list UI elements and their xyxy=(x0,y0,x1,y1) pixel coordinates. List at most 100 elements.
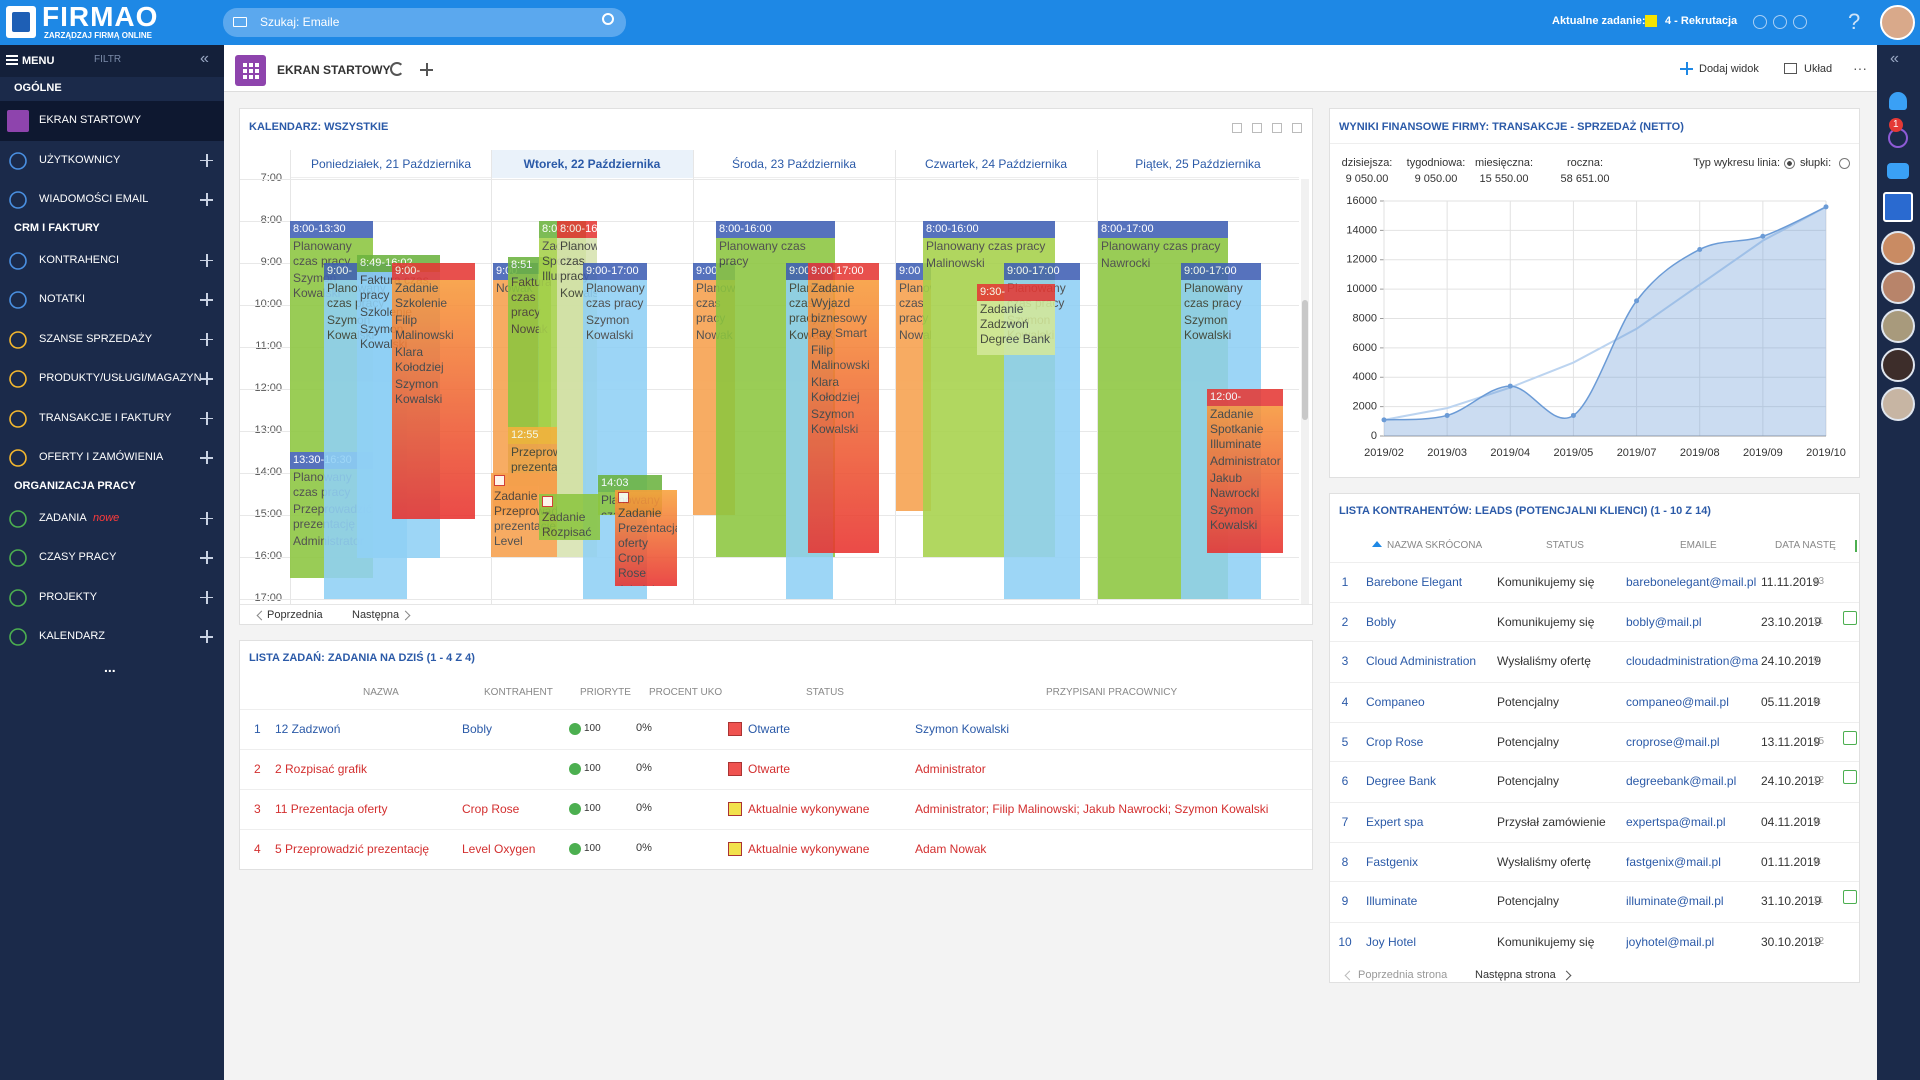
filter[interactable]: FILTR xyxy=(94,54,122,65)
plus-icon[interactable] xyxy=(206,451,208,464)
menu-label[interactable]: EKRAN STARTOWY xyxy=(39,114,142,126)
lead-name[interactable]: Crop Rose xyxy=(1366,735,1424,749)
menu-label[interactable]: CZASY PRACY xyxy=(39,551,117,563)
contact-avatar[interactable] xyxy=(1881,348,1915,382)
lead-email[interactable]: expertspa@mail.pl xyxy=(1626,815,1726,829)
day-label[interactable]: Poniedziałek, 21 Października xyxy=(310,157,472,171)
lead-email[interactable]: fastgenix@mail.pl xyxy=(1626,855,1721,869)
menu-label[interactable]: MENU xyxy=(22,55,55,67)
plus-icon[interactable] xyxy=(206,332,208,346)
calendar-event[interactable]: Zadanie Rozpisać grafik xyxy=(539,494,600,541)
column-header[interactable]: NAZWA SKRÓCONA xyxy=(1387,540,1483,551)
calendar-event[interactable]: 9:00- Zadanie Szkolenie Filip Malinowski Kl… xyxy=(392,263,475,520)
menu-label[interactable]: TRANSAKCJE I FAKTURY xyxy=(39,411,172,424)
task-workers[interactable]: Administrator xyxy=(915,762,986,776)
lead-name[interactable]: Barebone Elegant xyxy=(1366,575,1463,589)
task-name[interactable]: 12 Zadzwoń xyxy=(275,722,341,736)
plus-icon[interactable] xyxy=(206,411,208,425)
menu-label[interactable]: SZANSE SPRZEDAŻY xyxy=(39,332,153,345)
help[interactable]: ? xyxy=(1848,9,1861,34)
task-name[interactable]: 2 Rozpisać grafik xyxy=(275,762,368,776)
plus-icon[interactable] xyxy=(206,153,208,167)
contact-avatar[interactable] xyxy=(1881,231,1915,265)
menu-label[interactable]: OFERTY I ZAMÓWIENIA xyxy=(39,451,164,463)
chat-icon[interactable] xyxy=(1887,163,1909,179)
lead-name[interactable]: Joy Hotel xyxy=(1366,935,1417,949)
lead-name[interactable]: Fastgenix xyxy=(1366,855,1419,869)
window-control[interactable] xyxy=(1292,123,1302,133)
plus-icon[interactable] xyxy=(206,630,208,643)
lead-email[interactable]: bobly@mail.pl xyxy=(1626,615,1702,629)
lead-email[interactable]: degreebank@mail.pl xyxy=(1626,774,1737,788)
sort-arrow[interactable] xyxy=(1372,541,1382,547)
prev[interactable]: Poprzednia strona xyxy=(1358,969,1448,981)
calendar-event[interactable]: 9:00-17:00 Zadanie Wyjazd biznesowy Pay S… xyxy=(808,263,879,553)
calendar-event[interactable]: Zadanie Prezentacja oferty Crop Rose Admi… xyxy=(615,489,677,587)
plus-icon[interactable] xyxy=(206,253,208,267)
lead-email[interactable]: illuminate@mail.pl xyxy=(1626,894,1724,908)
more-menu[interactable]: ··· xyxy=(1853,60,1867,76)
menu-label[interactable]: PROJEKTY xyxy=(39,590,98,603)
app-icon[interactable] xyxy=(1883,192,1913,222)
search-input[interactable]: Szukaj: Emaile xyxy=(260,15,340,29)
lead-email[interactable]: croprose@mail.pl xyxy=(1626,735,1720,749)
lead-email[interactable]: joyhotel@mail.pl xyxy=(1626,935,1715,949)
contact-avatar[interactable] xyxy=(1881,309,1915,343)
lead-email[interactable]: cloudadministration@ma xyxy=(1626,654,1758,668)
lead-name[interactable]: Illuminate xyxy=(1366,894,1418,908)
task-workers[interactable]: Adam Nowak xyxy=(915,842,987,856)
column-header[interactable]: STATUS xyxy=(1546,540,1584,551)
plus-icon[interactable] xyxy=(206,551,208,564)
next[interactable]: Następna strona xyxy=(1475,969,1556,981)
calendar-event[interactable]: 12:00- Zadanie Spotkanie Illuminate Admini… xyxy=(1207,389,1283,553)
column-header[interactable]: STATUS xyxy=(806,687,844,698)
scroll-thumb[interactable] xyxy=(1302,300,1308,420)
radio-line[interactable] xyxy=(1784,158,1795,169)
menu-label[interactable]: KALENDARZ xyxy=(39,630,106,642)
prev[interactable]: Poprzednia xyxy=(267,609,323,621)
layout-icon[interactable] xyxy=(1784,63,1797,74)
menu-label[interactable]: PRODUKTY/USŁUGI/MAGAZYN xyxy=(39,372,202,384)
calendar-event[interactable]: 9:30- Zadanie Zadzwoń Degree Bank xyxy=(977,284,1055,356)
lead-name[interactable]: Degree Bank xyxy=(1366,774,1437,788)
task-name[interactable]: 5 Przeprowadzić prezentację xyxy=(275,842,430,856)
column-header[interactable]: NAZWA xyxy=(363,687,399,698)
window-control[interactable] xyxy=(1232,123,1242,133)
menu-item[interactable] xyxy=(0,280,224,320)
task-name[interactable]: 11 Prezentacja oferty xyxy=(275,802,388,816)
lead-name[interactable]: Bobly xyxy=(1366,615,1397,629)
menu-item[interactable] xyxy=(0,578,224,618)
check-icon[interactable] xyxy=(1843,890,1857,904)
more[interactable]: ... xyxy=(104,658,116,675)
collapse[interactable]: « xyxy=(200,50,209,67)
search-icon[interactable] xyxy=(602,13,614,25)
lead-name[interactable]: Expert spa xyxy=(1366,815,1424,829)
lead-email[interactable]: barebonelegant@mail.pl xyxy=(1626,575,1757,589)
window-control[interactable] xyxy=(1252,123,1262,133)
notif-icon[interactable] xyxy=(1889,92,1907,110)
window-control[interactable] xyxy=(1272,123,1282,133)
day-label[interactable]: Wtorek, 22 Października xyxy=(523,157,661,171)
task-workers[interactable]: Administrator; Filip Malinowski; Jakub N… xyxy=(915,802,1269,816)
menu-item[interactable] xyxy=(0,101,224,141)
plus-icon[interactable] xyxy=(426,63,428,76)
lead-name[interactable]: Companeo xyxy=(1366,695,1425,709)
plus-icon[interactable] xyxy=(1686,62,1688,75)
contact-avatar[interactable] xyxy=(1881,387,1915,421)
menu-label[interactable]: KONTRAHENCI xyxy=(39,253,120,266)
contact-avatar[interactable] xyxy=(1881,270,1915,304)
column-header[interactable]: KONTRAHENT xyxy=(484,687,553,698)
menu-label[interactable]: WIADOMOŚCI EMAIL xyxy=(39,193,149,205)
task-contractor[interactable]: Level Oxygen xyxy=(462,842,536,856)
task-control[interactable] xyxy=(1793,15,1807,29)
check-icon[interactable] xyxy=(1843,731,1857,745)
task-workers[interactable]: Szymon Kowalski xyxy=(915,722,1010,736)
column-header[interactable]: PRIORYTE xyxy=(580,687,631,698)
collapse[interactable]: « xyxy=(1890,50,1899,67)
task-contractor[interactable]: Crop Rose xyxy=(462,802,520,816)
check-icon[interactable] xyxy=(1843,770,1857,784)
column-header[interactable]: PRZYPISANI PRACOWNICY xyxy=(1046,687,1178,698)
menu-item[interactable] xyxy=(0,617,224,657)
layout[interactable]: Układ xyxy=(1804,63,1833,75)
current-task[interactable]: 4 - Rekrutacja xyxy=(1665,15,1738,27)
